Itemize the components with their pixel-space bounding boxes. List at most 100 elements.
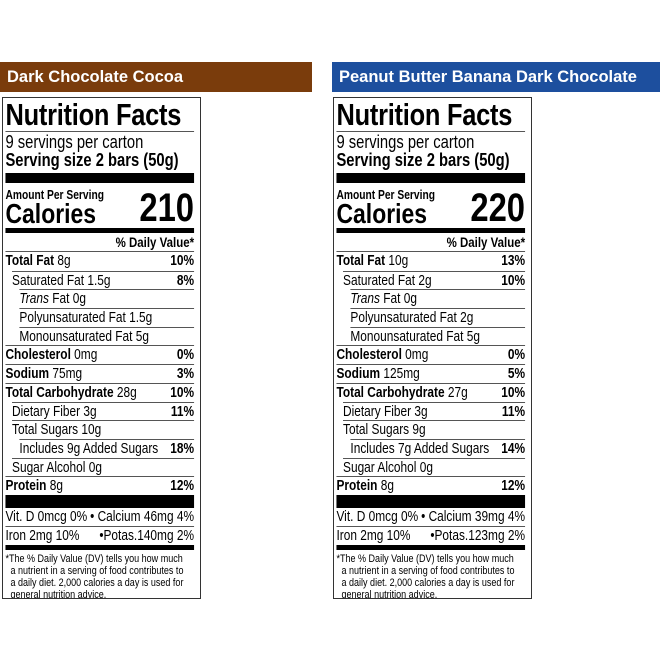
footnote-line: a nutrient in a serving of food contribu… bbox=[336, 564, 515, 577]
nutrient-name-amount: Polyunsaturated Fat 1.5g bbox=[19, 309, 152, 327]
footnote-line: general nutrition advice. bbox=[5, 588, 107, 599]
nutrient-daily-value: 12% bbox=[501, 478, 526, 495]
amount-per-serving: Amount Per Serving bbox=[336, 188, 436, 202]
nutrient-daily-value: 0% bbox=[507, 347, 526, 364]
nutrient-row: Total Sugars 10g bbox=[12, 420, 195, 439]
vitamin-row: Iron 2mg 10% •Potas.140mg 2% bbox=[5, 526, 194, 545]
medium-divider bbox=[5, 544, 195, 550]
nutrient-name: Total Sugars bbox=[12, 422, 79, 439]
nutrient-name-amount: Sugar Alcohol 0g bbox=[343, 459, 433, 477]
nutrient-name: Protein bbox=[336, 478, 378, 495]
nutrient-row: Includes 7g Added Sugars 14% bbox=[350, 438, 526, 458]
nutrient-row: Total Sugars 9g bbox=[343, 420, 526, 439]
nutrient-row: Monounsaturated Fat 5g bbox=[19, 326, 195, 346]
nutrient-name: Saturated Fat bbox=[12, 272, 85, 289]
nutrient-name-amount: Includes 9g Added Sugars bbox=[19, 440, 158, 458]
nutrient-name-amount: Total Fat 10g bbox=[336, 252, 408, 271]
nutrient-name: Polyunsaturated Fat bbox=[19, 310, 126, 327]
nutrient-name-amount: Sodium 125mg bbox=[336, 365, 419, 383]
nutrient-name-amount: Dietary Fiber 3g bbox=[12, 403, 97, 421]
calories-value: 210 bbox=[139, 186, 195, 230]
nutrient-name-amount: Cholesterol 0mg bbox=[336, 346, 428, 364]
nutrient-name: Total Fat bbox=[336, 253, 386, 269]
vitamin-right: •Potas.123mg 2% bbox=[430, 528, 526, 545]
nutrient-name-amount: Monounsaturated Fat 5g bbox=[19, 328, 149, 346]
label-content: Nutrition Facts 9 servings per carton Serv… bbox=[334, 98, 528, 599]
calories-section: Amount Per Serving Calories 210 bbox=[5, 183, 194, 230]
nutrient-name: Total Fat bbox=[5, 253, 55, 269]
nutrient-daily-value: 13% bbox=[501, 253, 526, 269]
medium-divider bbox=[336, 228, 526, 233]
footnote-line: general nutrition advice. bbox=[336, 588, 438, 599]
nutrient-row: Cholesterol 0mg 0% bbox=[5, 345, 194, 364]
nutrient-row: Sodium 75mg 3% bbox=[5, 364, 194, 383]
nutrient-name: Trans bbox=[19, 291, 49, 308]
nutrient-daily-value: 12% bbox=[170, 478, 195, 495]
nutrient-row: Sugar Alcohol 0g bbox=[343, 457, 526, 477]
nutrient-row: Total Fat 8g 10% bbox=[5, 252, 194, 271]
nutrient-name: Sugar Alcohol bbox=[343, 459, 417, 476]
nutrient-rows: Total Fat 8g 10% Saturated Fat 1.5g 8% Trans… bbox=[5, 252, 195, 495]
nutrient-amount: 28g bbox=[116, 384, 137, 401]
nutrient-daily-value: 14% bbox=[501, 440, 526, 457]
nutrient-daily-value: 11% bbox=[170, 403, 195, 420]
nutrient-row: Protein 8g 12% bbox=[5, 476, 194, 495]
nutrient-amount: 10g bbox=[388, 253, 409, 269]
nutrient-row: Protein 8g 12% bbox=[336, 476, 526, 495]
nutrient-amount: 2g bbox=[460, 310, 474, 327]
serving-size: Serving size 2 bars (50g) bbox=[5, 150, 179, 170]
nutrient-daily-value: 0% bbox=[176, 347, 195, 364]
nutrient-name-amount: Protein 8g bbox=[336, 477, 394, 495]
product-header-dark-chocolate: Dark Chocolate Cocoa bbox=[0, 62, 312, 92]
nutrient-name-amount: Dietary Fiber 3g bbox=[343, 403, 428, 421]
nutrient-name: Sodium bbox=[5, 366, 50, 383]
footnote-line: *The % Daily Value (DV) tells you how mu… bbox=[336, 552, 514, 565]
footnote-line: a daily diet. 2,000 calories a day is us… bbox=[336, 576, 515, 589]
nutrient-name: Dietary Fiber bbox=[343, 403, 412, 420]
nutrient-amount: 0g bbox=[419, 459, 433, 476]
nutrient-amount: 27g bbox=[447, 384, 468, 401]
nutrient-amount: 3g bbox=[414, 403, 428, 420]
nutrient-amount: 1.5g bbox=[129, 310, 153, 327]
nutrient-daily-value: 10% bbox=[170, 253, 195, 269]
nutrient-row: Sodium 125mg 5% bbox=[336, 364, 526, 383]
nutrient-name: Total Sugars bbox=[343, 422, 410, 439]
nutrient-name: Cholesterol bbox=[336, 347, 402, 364]
nutrient-row: Total Carbohydrate 27g 10% bbox=[336, 382, 526, 402]
nutrient-name-amount: Monounsaturated Fat 5g bbox=[350, 328, 480, 346]
nutrient-name: Total Carbohydrate bbox=[5, 384, 114, 401]
nutrient-name-amount: Protein 8g bbox=[5, 477, 63, 495]
amount-per-serving: Amount Per Serving bbox=[5, 188, 105, 202]
nutrient-name: Trans bbox=[350, 291, 380, 308]
nutrient-name: Monounsaturated Fat bbox=[19, 328, 133, 345]
nutrient-amount: 5g bbox=[135, 328, 149, 345]
nutrient-row: Dietary Fiber 3g 11% bbox=[12, 401, 195, 421]
vitamin-left: Iron 2mg 10% bbox=[5, 528, 80, 545]
product-header-peanut-butter: Peanut Butter Banana Dark Chocolate bbox=[332, 62, 660, 92]
nutrient-name-amount: Trans Fat 0g bbox=[350, 290, 417, 308]
nutrient-amount: 8g bbox=[49, 478, 63, 495]
nutrient-name-amount: Polyunsaturated Fat 2g bbox=[350, 309, 473, 327]
vitamin-right: •Potas.140mg 2% bbox=[99, 528, 195, 545]
nutrient-name: Monounsaturated Fat bbox=[350, 328, 464, 345]
nutrient-name-amount: Sugar Alcohol 0g bbox=[12, 459, 102, 477]
vitamin-row: Iron 2mg 10% •Potas.123mg 2% bbox=[336, 526, 526, 545]
nutrient-amount: 125mg bbox=[383, 366, 420, 383]
nutrient-amount: 0mg bbox=[74, 347, 98, 364]
nutrient-amount: 10g bbox=[81, 422, 102, 439]
daily-value-header: % Daily Value* bbox=[336, 233, 526, 252]
nutrient-row: Saturated Fat 1.5g 8% bbox=[12, 270, 194, 290]
nutrient-name: Dietary Fiber bbox=[12, 403, 81, 420]
nutrient-name: Saturated Fat bbox=[343, 272, 416, 289]
footnote-line: a nutrient in a serving of food contribu… bbox=[5, 564, 184, 577]
calories-section: Amount Per Serving Calories 220 bbox=[336, 183, 525, 230]
nutrient-row: Trans Fat 0g bbox=[350, 289, 526, 308]
nutrient-daily-value: 11% bbox=[501, 403, 526, 420]
nutrient-amount: 8g bbox=[380, 478, 394, 495]
footnote-line: a daily diet. 2,000 calories a day is us… bbox=[5, 576, 184, 589]
calories-label: Calories bbox=[5, 198, 97, 229]
vitamin-left: Iron 2mg 10% bbox=[336, 528, 411, 545]
nutrient-row: Cholesterol 0mg 0% bbox=[336, 345, 526, 364]
daily-value-header: % Daily Value* bbox=[5, 233, 194, 252]
vitamin-row: Vit. D 0mcg 0% • Calcium 46mg 4% bbox=[5, 508, 194, 527]
